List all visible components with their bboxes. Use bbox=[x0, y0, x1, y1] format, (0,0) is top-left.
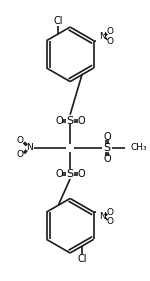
Text: N: N bbox=[26, 143, 33, 152]
Text: O: O bbox=[103, 153, 111, 164]
Text: CH₃: CH₃ bbox=[130, 143, 147, 152]
Text: O: O bbox=[56, 169, 63, 179]
Text: Cl: Cl bbox=[54, 16, 63, 26]
Text: S: S bbox=[103, 143, 111, 153]
Text: S: S bbox=[67, 169, 74, 179]
Text: S: S bbox=[67, 115, 74, 126]
Text: Cl: Cl bbox=[77, 254, 87, 264]
Text: O: O bbox=[107, 217, 114, 226]
Text: N: N bbox=[99, 212, 106, 221]
Text: O: O bbox=[107, 28, 114, 37]
Text: O: O bbox=[77, 169, 85, 179]
Text: O: O bbox=[17, 150, 24, 159]
Text: O: O bbox=[77, 115, 85, 126]
Text: O: O bbox=[107, 37, 114, 46]
Text: O: O bbox=[17, 137, 24, 146]
Text: N: N bbox=[99, 32, 106, 41]
Text: O: O bbox=[103, 132, 111, 142]
Text: O: O bbox=[56, 115, 63, 126]
Text: O: O bbox=[107, 208, 114, 217]
